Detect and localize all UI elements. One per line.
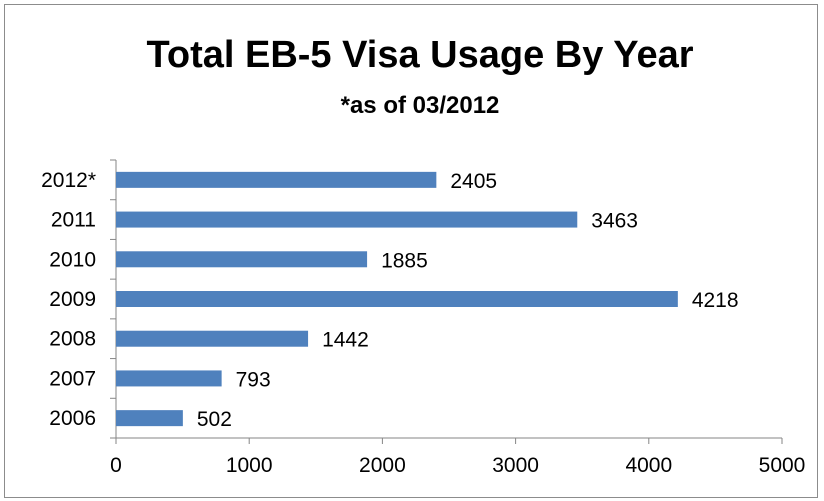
data-label: 793	[236, 368, 271, 391]
x-tick-label: 5000	[759, 454, 806, 477]
y-tick-label: 2006	[49, 407, 96, 430]
x-tick-label: 3000	[492, 454, 539, 477]
data-label: 1442	[322, 329, 369, 352]
bar	[116, 370, 222, 387]
y-tick-label: 2008	[49, 328, 96, 351]
x-tick-label: 2000	[359, 454, 406, 477]
data-label: 2405	[450, 170, 497, 193]
chart-title: Total EB-5 Visa Usage By Year	[146, 34, 694, 76]
x-tick-label: 0	[110, 454, 122, 477]
y-tick-label: 2011	[51, 209, 96, 232]
x-tick-label: 1000	[226, 454, 273, 477]
y-tick-label: 2012*	[41, 169, 96, 192]
bar	[116, 410, 183, 427]
data-label: 3463	[591, 210, 638, 233]
data-label: 4218	[692, 289, 739, 312]
y-tick-label: 2010	[49, 248, 96, 271]
data-label: 1885	[381, 249, 428, 272]
x-tick-label: 4000	[625, 454, 672, 477]
y-tick-label: 2009	[49, 288, 96, 311]
bar	[116, 291, 678, 307]
data-label: 502	[197, 408, 232, 431]
bar	[116, 330, 309, 347]
y-tick-label: 2007	[49, 367, 96, 390]
bar	[116, 251, 368, 268]
bar	[116, 211, 578, 228]
chart-subtitle: *as of 03/2012	[340, 92, 500, 119]
bar	[116, 171, 437, 188]
